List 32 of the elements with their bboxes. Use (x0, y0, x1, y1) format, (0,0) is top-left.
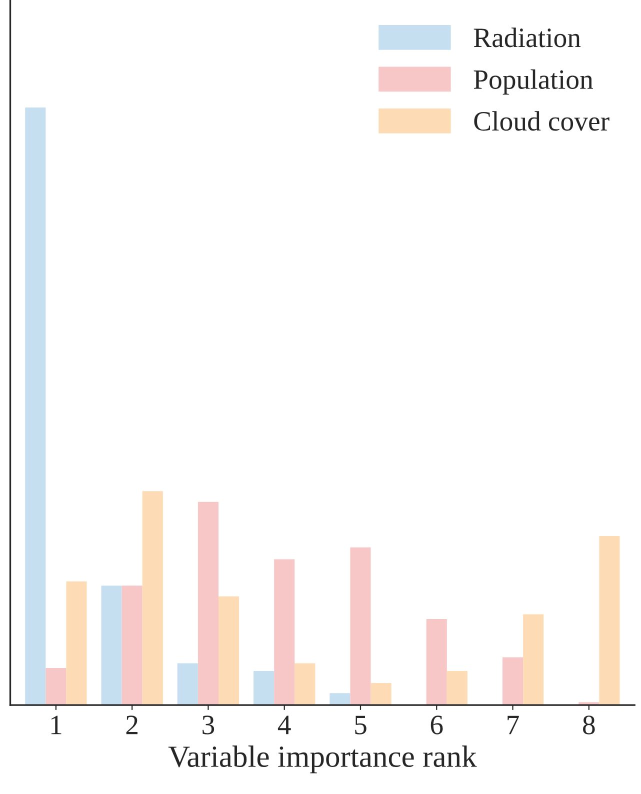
x-tick-label: 7 (508, 716, 519, 734)
legend-label: Cloud cover (474, 111, 610, 131)
bar (599, 536, 620, 706)
bar (66, 581, 87, 706)
bar (274, 559, 295, 706)
bar (370, 682, 392, 706)
legend-label: Population (474, 69, 593, 95)
bar (350, 547, 371, 706)
legend-label: Radiation (474, 28, 581, 48)
bar (218, 596, 240, 706)
x-tick-label: 2 (126, 716, 138, 734)
x-tick-label: 3 (202, 716, 214, 734)
x-tick-label: 8 (583, 716, 595, 734)
x-tick-label: 6 (430, 716, 443, 734)
bar (294, 663, 316, 706)
bar (177, 663, 198, 706)
bar (25, 108, 46, 706)
x-tick-label: 4 (278, 716, 291, 734)
bar (122, 586, 142, 706)
bar (46, 668, 66, 706)
bar (446, 671, 468, 706)
bar (198, 502, 218, 706)
bar (502, 657, 524, 706)
bar (523, 614, 544, 706)
bar (101, 586, 122, 706)
bar (426, 619, 447, 706)
bar (254, 671, 274, 706)
x-tick-label: 1 (51, 716, 62, 734)
x-tick-label: 5 (355, 716, 366, 734)
bar (142, 491, 163, 706)
bar (330, 693, 350, 706)
x-axis-title: Variable importance rank (168, 746, 477, 774)
